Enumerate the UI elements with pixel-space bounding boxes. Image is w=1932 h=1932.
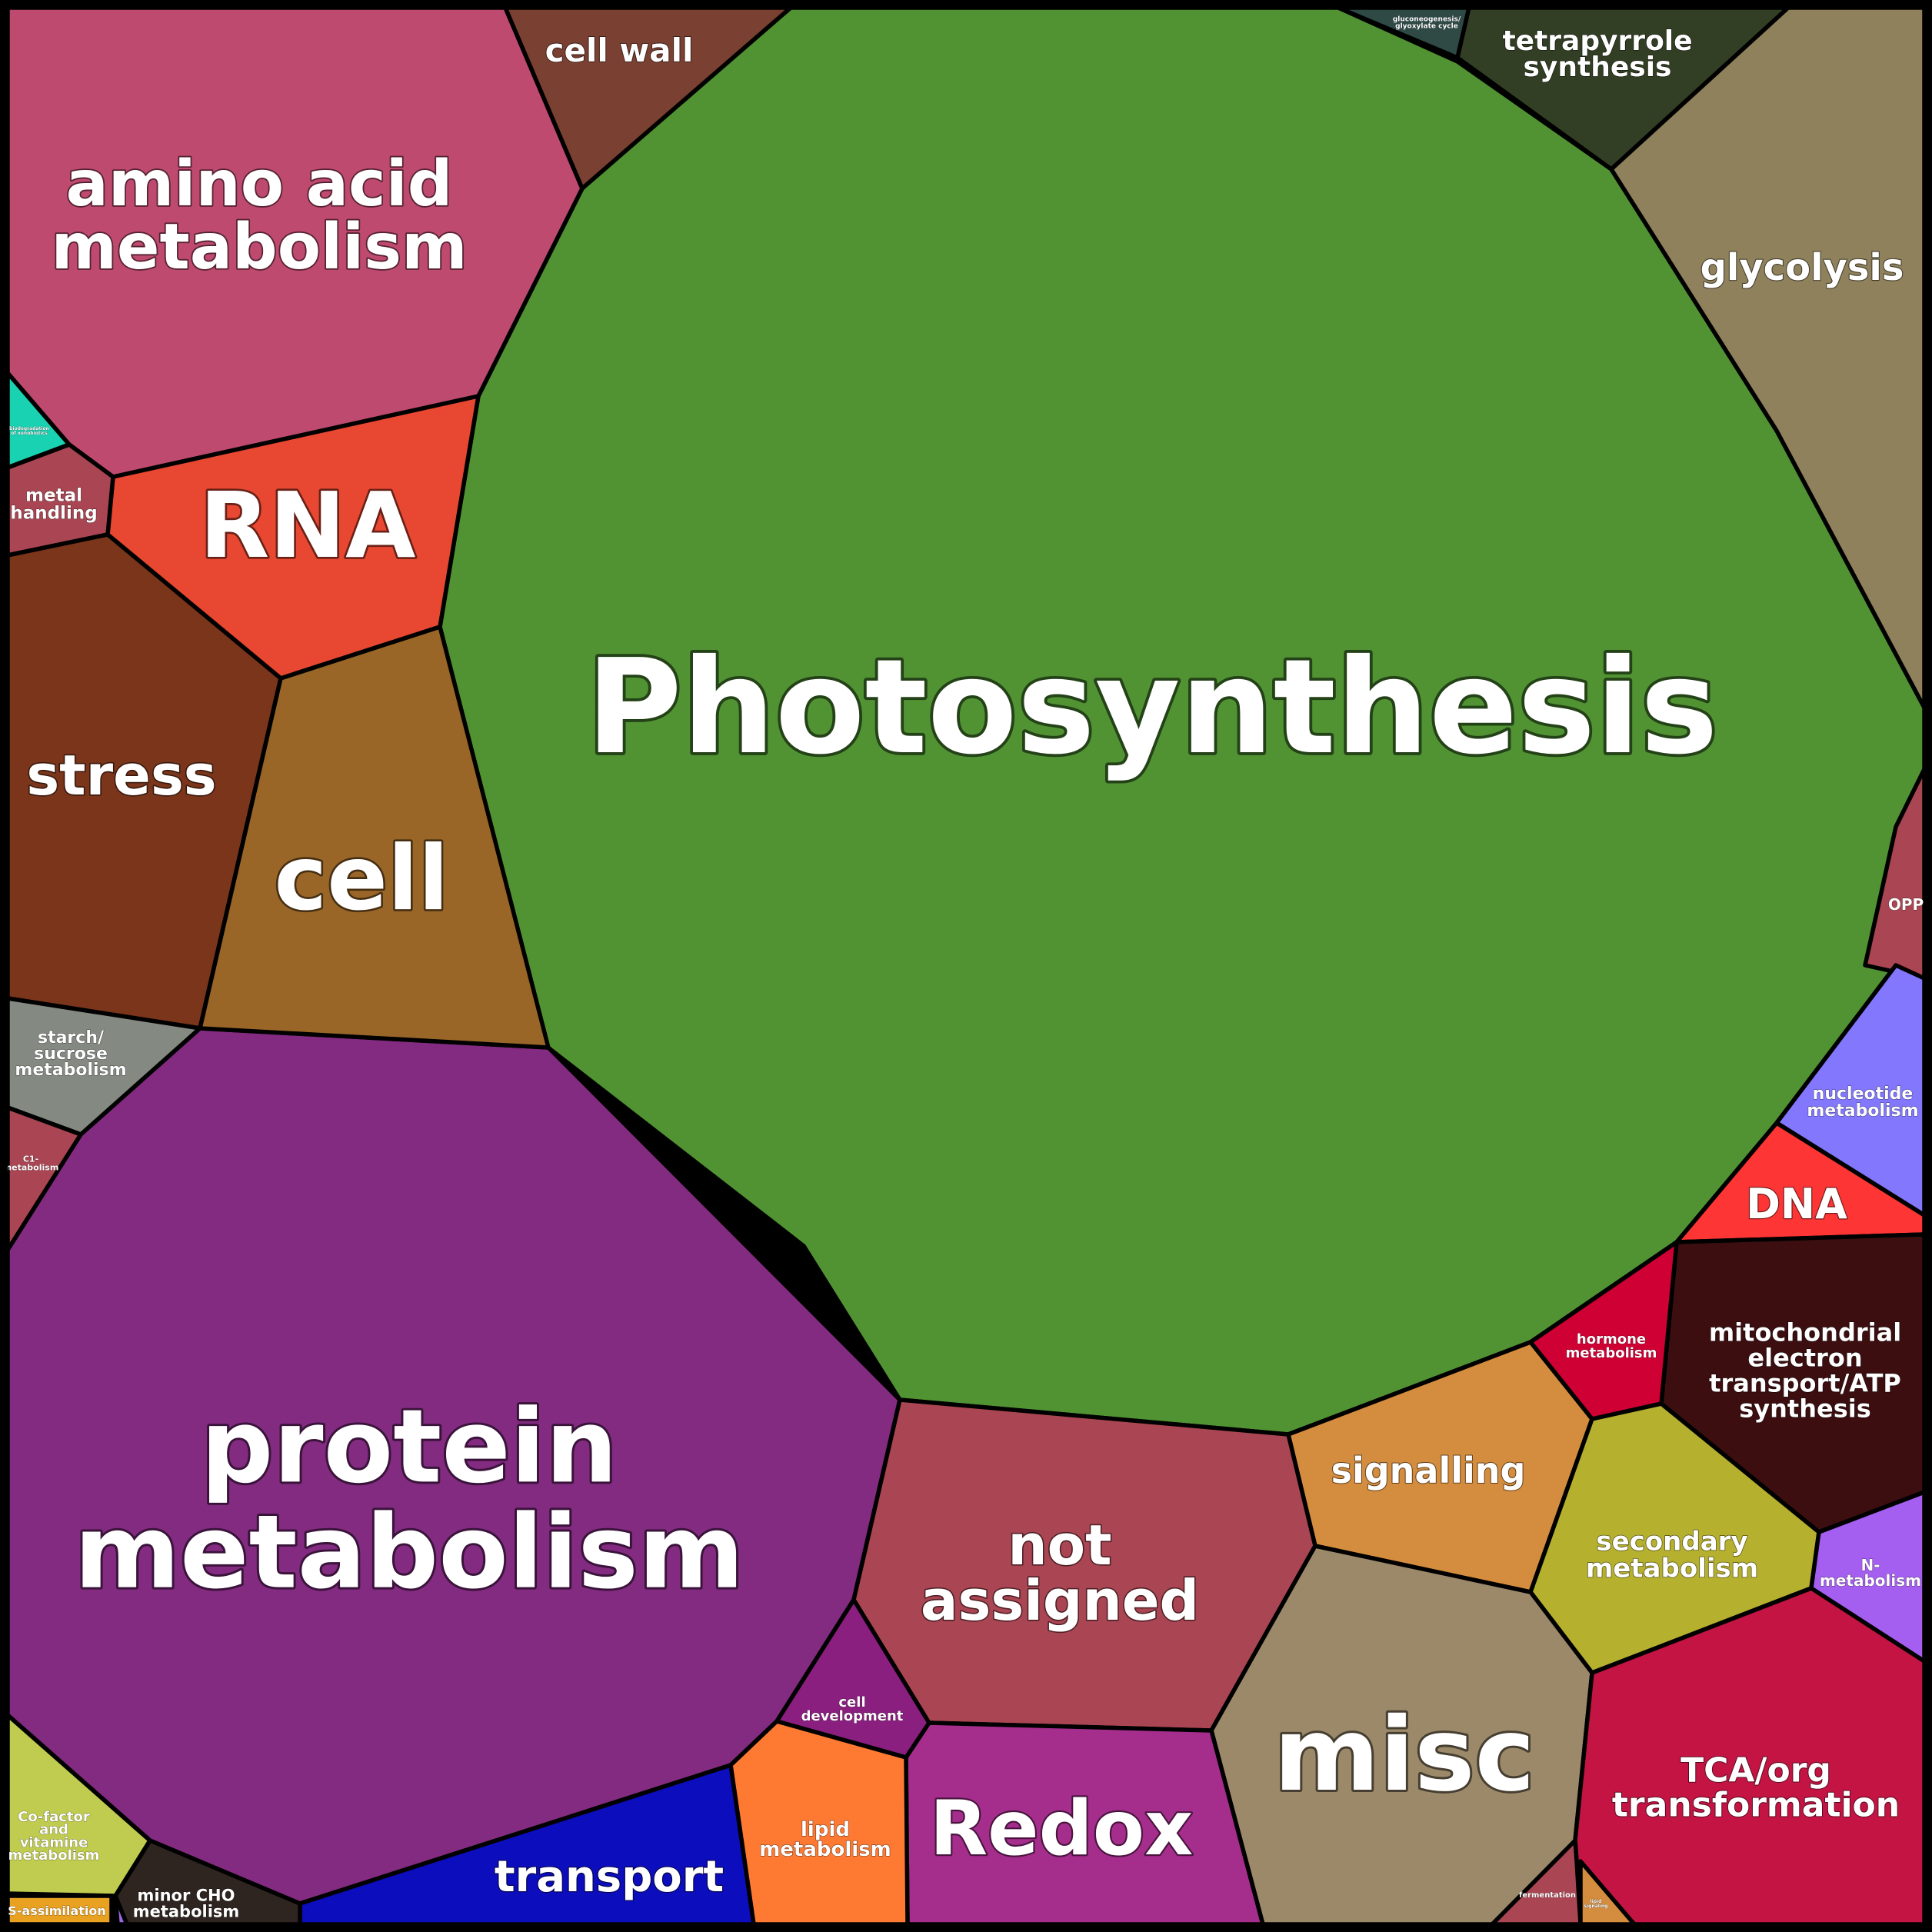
cell-label-line: and: [39, 1821, 68, 1837]
cell-label-mitochondrial: mitochondrial electron transport/ATP synthe…: [1709, 1318, 1901, 1424]
cell-label-lipid-orange-small: lipid signaling: [1584, 1899, 1608, 1909]
cell-label-hormone-metabolism: hormone metabolism: [1566, 1331, 1657, 1361]
cell-label-amino-acid-metabolism: amino acid metabolism: [51, 148, 467, 284]
cell-label-line: glycolysis: [1700, 246, 1904, 289]
cell-label-line: transformation: [1612, 1785, 1900, 1824]
cell-label-line: transport: [495, 1852, 724, 1902]
cell-label-line: TCA/org: [1681, 1750, 1831, 1790]
cell-label-line: sucrose: [34, 1044, 108, 1064]
cell-label-line: Photosynthesis: [586, 631, 1718, 784]
cell-label-line: cell wall: [545, 32, 694, 69]
cell-label-line: vitamine: [20, 1834, 88, 1850]
cell-label-line: metabolism: [51, 211, 467, 284]
cell-label-line: metabolism: [1586, 1553, 1758, 1584]
cell-label-cofactor: Co-factor and vitamine metabolism: [8, 1808, 100, 1863]
cell-label-stress: stress: [26, 743, 216, 808]
cell-label-not-assigned: not assigned: [921, 1513, 1199, 1633]
cell-label-teal-small: biodegradation of xenobiotics: [9, 426, 49, 436]
cell-label-line: synthesis: [1739, 1394, 1871, 1423]
cell-label-starch-sucrose: starch/sucrose metabolism: [15, 1028, 126, 1080]
cell-label-cell-development: cell development: [801, 1694, 904, 1724]
cell-label-line: fermentation: [1519, 1891, 1576, 1900]
cell-label-photosynthesis: Photosynthesis: [586, 631, 1718, 784]
cell-label-line: metabolism: [1820, 1571, 1921, 1590]
cell-label-line: synthesis: [1524, 52, 1672, 83]
cell-label-line: S-assimilation: [8, 1904, 105, 1918]
cell-label-line: of xenobiotics: [11, 431, 48, 436]
cell-label-line: transport/ATP: [1709, 1368, 1901, 1397]
cell-label-line: N-: [1860, 1556, 1880, 1574]
cell-label-line: not: [1008, 1513, 1111, 1577]
cell-label-line: mitochondrial: [1709, 1318, 1901, 1347]
cell-label-line: signalling: [1331, 1450, 1526, 1491]
cell-label-line: metabolism: [15, 1060, 126, 1079]
cell-label-line: metabolism: [8, 1847, 100, 1864]
cell-label-gluconeogenesis: gluconeogenesis/glyoxylate cycle: [1393, 16, 1461, 31]
cell-label-line: stress: [26, 743, 216, 808]
cell-label-line: amino acid: [66, 148, 453, 221]
cell-label-line: metal: [25, 486, 82, 506]
cell-label-line: Co-factor: [18, 1808, 90, 1824]
cell-label-line: metabolism: [1566, 1345, 1657, 1361]
cell-label-line: metabolism: [1807, 1101, 1918, 1121]
cell-label-line: metabolism: [133, 1903, 240, 1921]
cell-label-line: glyoxylate cycle: [1395, 23, 1458, 31]
cell-label-c1-metabolism: C1-metabolism: [3, 1154, 59, 1172]
cell-label-misc: misc: [1274, 1696, 1535, 1814]
cell-label-fermentation: fermentation: [1519, 1891, 1576, 1900]
cell-label-nucleotide-metabolism: nucleotide metabolism: [1807, 1084, 1918, 1121]
cell-label-dna: DNA: [1746, 1180, 1847, 1228]
cell-label-line: DNA: [1746, 1180, 1847, 1228]
cell-cell: [198, 625, 551, 1050]
cell-label-redox: Redox: [930, 1785, 1194, 1873]
cell-label-line: minor CHO: [138, 1887, 235, 1905]
cell-label-line: RNA: [200, 472, 416, 578]
cell-label-line: Redox: [930, 1785, 1194, 1873]
cell-label-line: protein: [201, 1387, 618, 1506]
cell-label-tetrapyrrole-synthesis: tetrapyrrole synthesis: [1502, 25, 1692, 82]
cell-label-line: lipid: [801, 1818, 850, 1841]
cell-label-line: OPP: [1888, 895, 1924, 914]
cell-label-line: tetrapyrrole: [1502, 25, 1692, 56]
cell-label-glycolysis: glycolysis: [1700, 246, 1904, 289]
cell-label-cell: cell: [275, 827, 449, 931]
cell-label-secondary-metabolism: secondary metabolism: [1586, 1527, 1758, 1584]
cell-label-cell-wall: cell wall: [545, 32, 694, 69]
cell-label-line: lipid: [1591, 1899, 1602, 1904]
cell-label-line: development: [801, 1708, 904, 1724]
cell-label-s-assimilation: S-assimilation: [8, 1904, 105, 1918]
cell-label-protein-metabolism: protein metabolism: [74, 1387, 744, 1611]
cell-label-lipid-metabolism: lipid metabolism: [759, 1818, 891, 1861]
cell-label-n-metabolism: N-metabolism: [1820, 1556, 1921, 1590]
cell-label-line: assigned: [921, 1568, 1199, 1633]
cell-label-rna: RNA: [200, 472, 416, 578]
cell-label-line: cell: [275, 827, 449, 931]
cell-label-line: electron: [1747, 1344, 1862, 1373]
cell-label-line: secondary: [1596, 1527, 1747, 1557]
cell-label-line: gluconeogenesis/: [1393, 16, 1461, 24]
cell-label-line: nucleotide: [1813, 1084, 1914, 1104]
cell-label-tca: TCA/org transformation: [1612, 1750, 1900, 1824]
cell-label-line: hormone: [1577, 1331, 1646, 1347]
cell-label-line: cell: [838, 1694, 865, 1710]
cell-label-opp: OPP: [1888, 895, 1924, 914]
cell-label-line: C1-: [23, 1154, 38, 1164]
cell-label-signalling: signalling: [1331, 1450, 1526, 1491]
cell-label-metal-handling: metal handling: [10, 486, 97, 524]
cell-label-line: biodegradation: [9, 426, 49, 431]
cell-label-line: metabolism: [3, 1162, 59, 1172]
cell-label-line: misc: [1274, 1696, 1535, 1814]
cell-label-transport: transport: [495, 1852, 724, 1902]
cell-label-line: signaling: [1584, 1904, 1608, 1909]
cell-label-line: metabolism: [74, 1494, 744, 1612]
cell-label-minor-cho: minor CHO metabolism: [133, 1887, 240, 1921]
cell-label-line: starch/: [38, 1028, 105, 1048]
cell-label-line: metabolism: [759, 1838, 891, 1861]
cell-label-line: handling: [10, 504, 97, 524]
